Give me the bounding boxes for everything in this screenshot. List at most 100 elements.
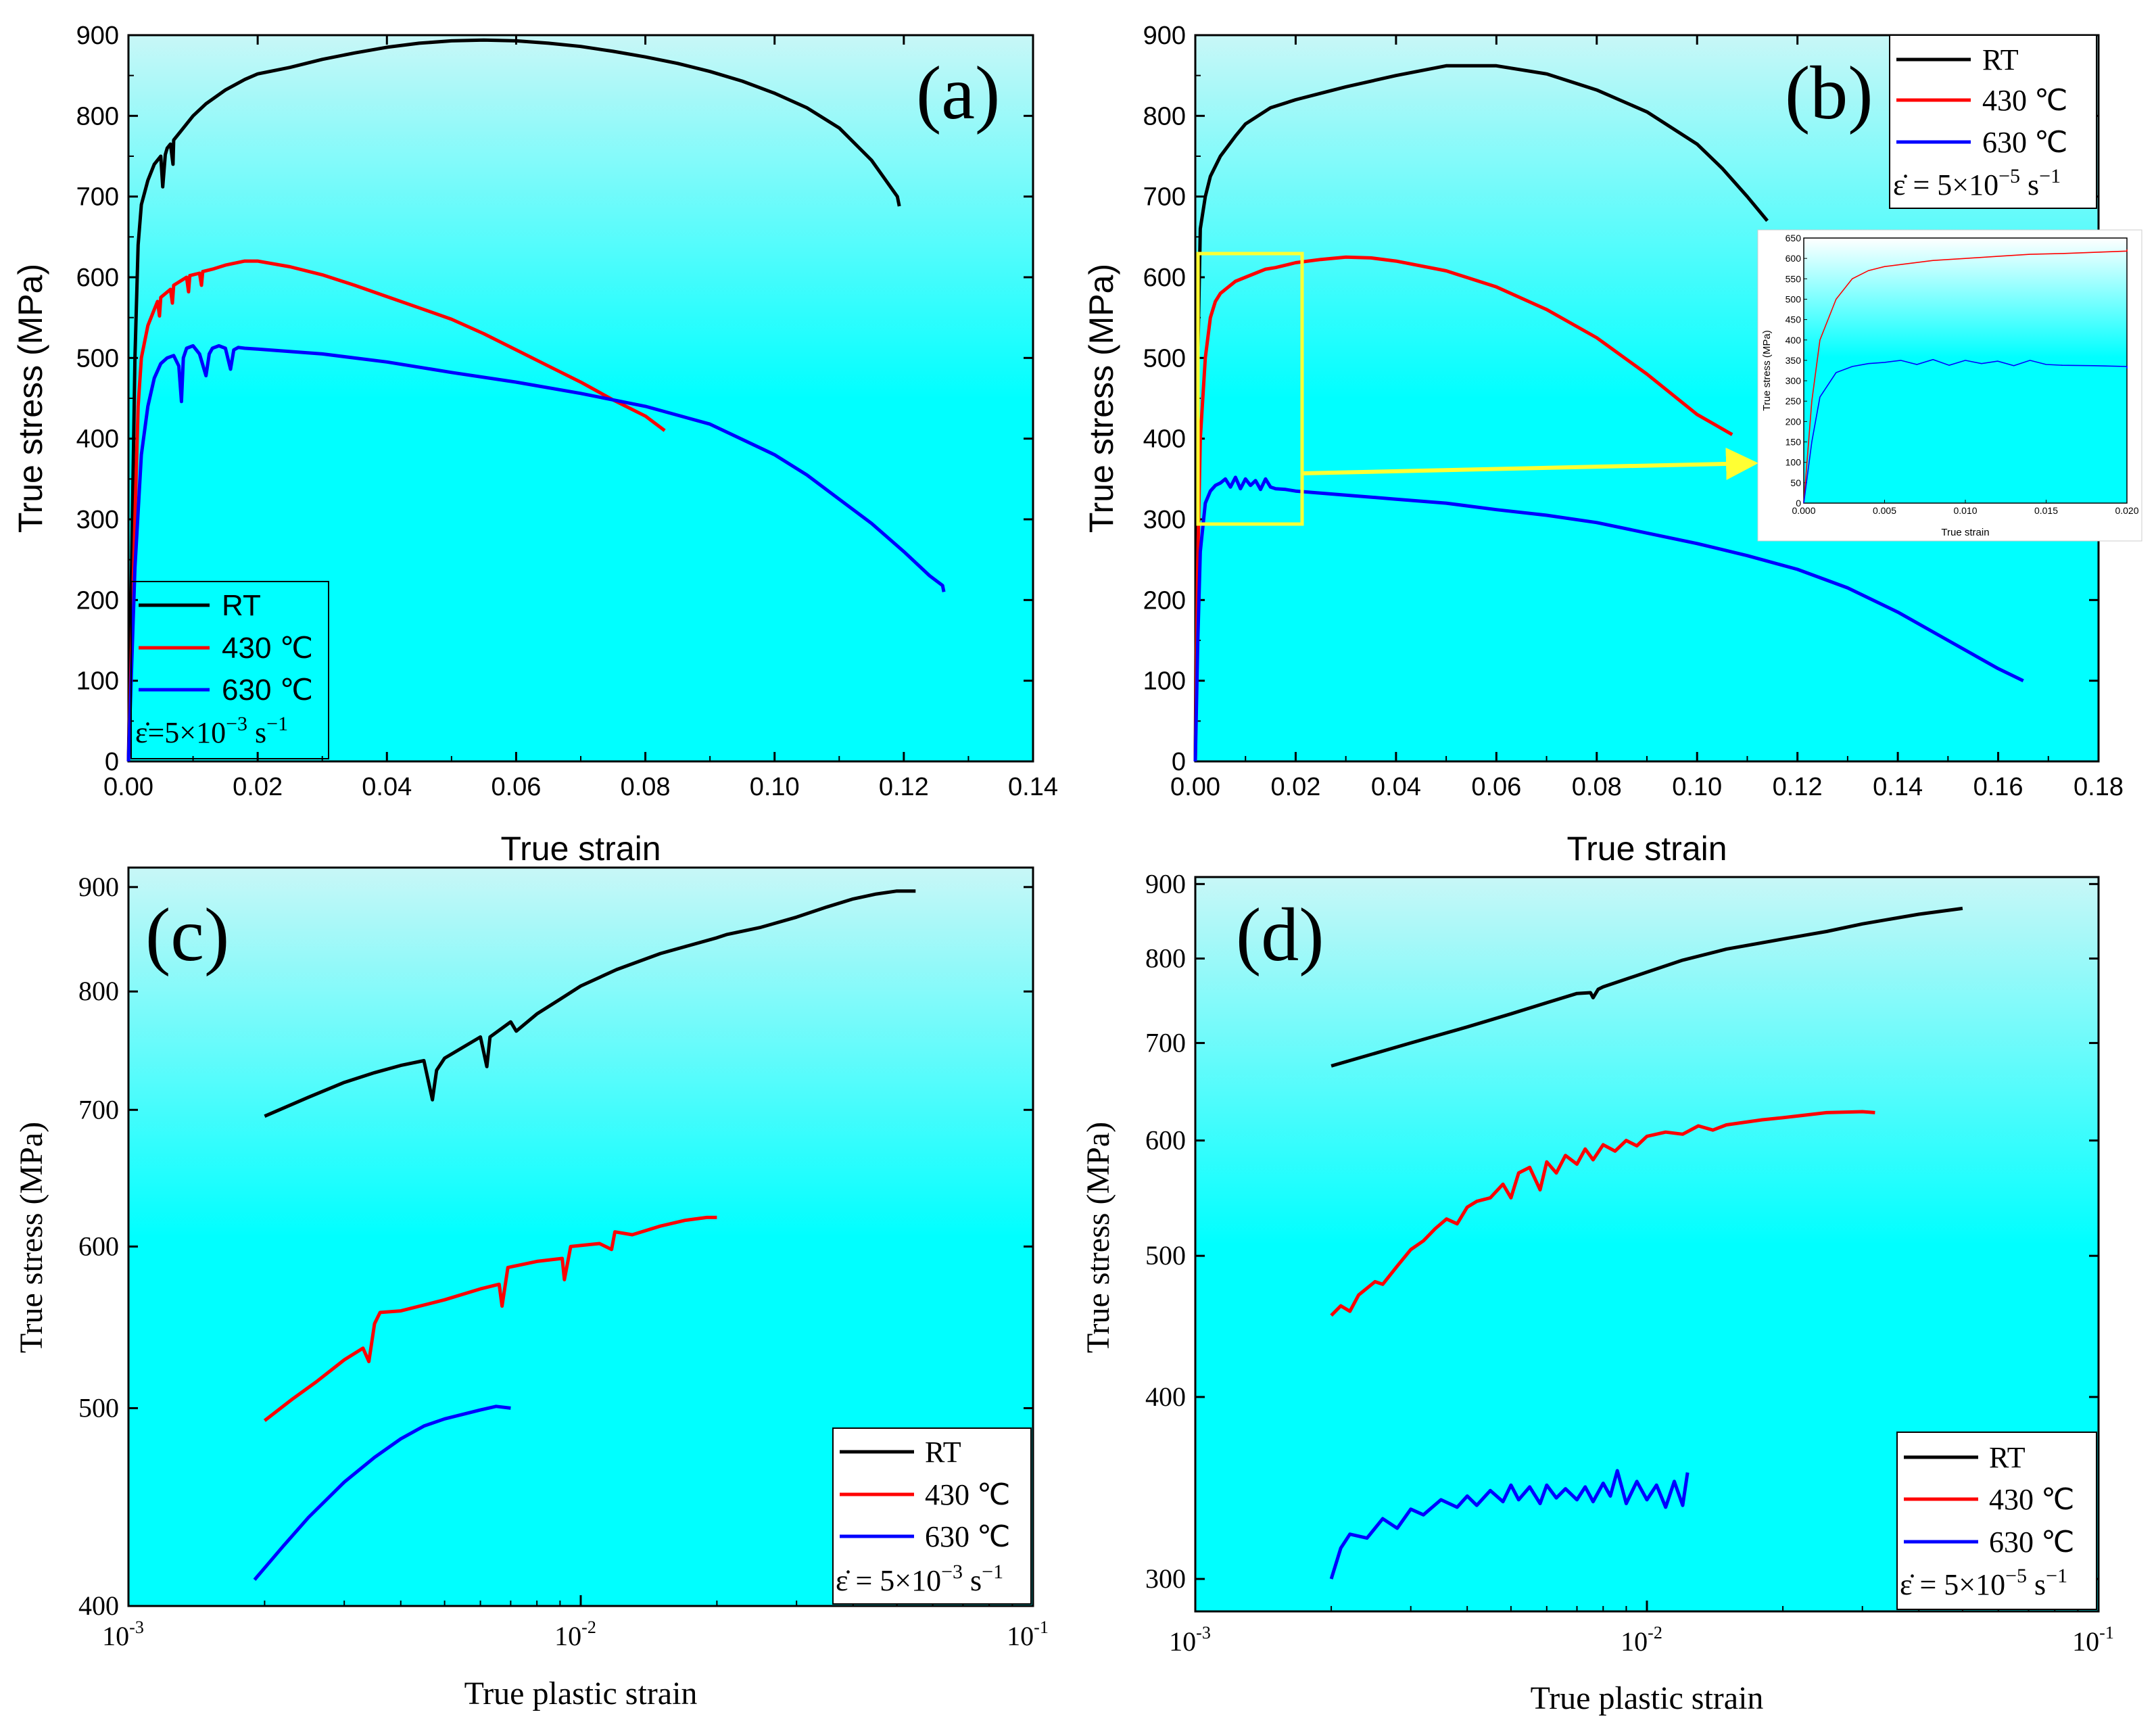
- legend-d: RT 430 ℃ 630 ℃ ε̇ = 5×10−5 s−1: [1896, 1432, 2097, 1610]
- x-tick-label: 0.18: [2074, 773, 2124, 801]
- y-tick-label: 400: [1145, 1381, 1186, 1412]
- series-line-t630: [126, 344, 946, 762]
- y-tick-label: 700: [76, 183, 119, 212]
- y-tick-label: 700: [1143, 183, 1186, 212]
- inset-y-tick-label: 550: [1786, 273, 1802, 284]
- series-b: [1193, 64, 2024, 762]
- legend-label-rt-c: RT: [925, 1436, 961, 1469]
- panel-label-c: (c): [145, 893, 229, 977]
- x-tick-label: 0.00: [103, 773, 153, 801]
- x-tick-label: 0.12: [1773, 773, 1823, 801]
- y-tick-label: 800: [1143, 102, 1186, 131]
- x-tick-label: 10-2: [1621, 1623, 1662, 1657]
- panel-d: 300 400 500 600 700 800 900 10-3 10-2 10-1 (d) T…: [1080, 868, 2114, 1716]
- plot-area-a: [127, 34, 1034, 763]
- y-tick-label: 500: [1143, 344, 1186, 373]
- panel-c: 400 500 600 700 800 900 10-3 10-2 10-1 (c) True…: [14, 866, 1049, 1711]
- x-tick-label: 0.10: [750, 773, 800, 801]
- legend-box-d: [1896, 1432, 2097, 1610]
- y-tick-label: 800: [76, 102, 119, 131]
- y-tick-label: 300: [76, 506, 119, 534]
- series-line-rt: [264, 889, 916, 1118]
- inset-series-line-t630: [1803, 358, 2128, 504]
- y-axis-title-b: True stress (MPa): [1082, 264, 1120, 533]
- inset-y-tick-label: 0: [1796, 498, 1801, 509]
- y-tick-label: 600: [1145, 1125, 1186, 1156]
- inset-y-tick-label: 450: [1786, 314, 1802, 325]
- y-ticks-a: 0 100 200 300 400 500 600 700 800 900: [76, 22, 1033, 776]
- y-tick-label: 200: [1143, 586, 1186, 615]
- legend-a: RT 430 ℃ 630 ℃ ε̇=5×10−3 s−1: [130, 581, 329, 759]
- panel-label-d: (d): [1236, 893, 1324, 977]
- series-line-rt: [126, 38, 901, 762]
- y-ticks-c: 400 500 600 700 800 900: [78, 872, 1033, 1621]
- x-tick-label: 0.02: [233, 773, 283, 801]
- y-tick-label: 500: [78, 1392, 119, 1423]
- y-tick-label: 900: [78, 872, 119, 902]
- x-tick-label: 0.08: [621, 773, 671, 801]
- legend-box-a: [130, 581, 329, 759]
- inset-plot-area: [1803, 237, 2128, 504]
- inset-x-axis-title: True strain: [1941, 527, 1989, 538]
- x-tick-label: 0.08: [1572, 773, 1622, 801]
- legend-label-rt-a: RT: [222, 589, 261, 622]
- x-tick-label: 10-1: [1007, 1617, 1049, 1651]
- x-axis-title-c: True plastic strain: [464, 1676, 698, 1711]
- x-axis-title-d: True plastic strain: [1531, 1680, 1764, 1716]
- inset-x-tick-label: 0.020: [2115, 505, 2138, 516]
- legend-label-430-d: 430 ℃: [1989, 1483, 2074, 1516]
- legend-c: RT 430 ℃ 630 ℃ ε̇ = 5×10−3 s−1: [832, 1427, 1032, 1605]
- x-tick-label: 0.04: [1371, 773, 1421, 801]
- zoom-callout-arrow: [1301, 447, 1758, 480]
- x-ticks-c: 10-3 10-2 10-1: [102, 1595, 1049, 1651]
- y-tick-label: 800: [1145, 943, 1186, 974]
- y-tick-label: 600: [78, 1231, 119, 1261]
- strain-rate-label-c: ε̇ = 5×10−3 s−1: [836, 1561, 1003, 1597]
- inset-ticks: 0 50 100 150 200 250 300 350 400 450 500 550 600 650 0…: [1786, 233, 2139, 516]
- inset-y-tick-label: 150: [1786, 437, 1802, 448]
- strain-rate-label-b: ε̇ = 5×10−5 s−1: [1893, 165, 2061, 202]
- y-tick-label: 300: [1143, 506, 1186, 534]
- inset-y-tick-label: 300: [1786, 375, 1802, 386]
- legend-label-rt-d: RT: [1989, 1441, 2026, 1474]
- x-tick-label: 0.00: [1170, 773, 1220, 801]
- inset-series: [1803, 249, 2128, 504]
- inset-y-tick-label: 400: [1786, 335, 1802, 346]
- x-tick-label: 0.02: [1270, 773, 1320, 801]
- y-tick-label: 100: [76, 667, 119, 696]
- inset-y-tick-label: 50: [1790, 477, 1801, 488]
- strain-rate-label-a: ε̇=5×10−3 s−1: [135, 713, 288, 749]
- x-tick-label: 0.14: [1008, 773, 1058, 801]
- inset-b: 0 50 100 150 200 250 300 350 400 450 500 550 600 650 0…: [1757, 229, 2142, 542]
- legend-label-630-d: 630 ℃: [1989, 1526, 2074, 1559]
- x-axis-title-a: True strain: [500, 830, 661, 868]
- series-line-t630: [253, 1404, 511, 1581]
- inset-x-tick-label: 0.010: [1953, 505, 1977, 516]
- y-tick-label: 900: [1143, 22, 1186, 50]
- y-tick-label: 400: [78, 1590, 119, 1621]
- y-tick-label: 700: [78, 1094, 119, 1125]
- series-line-t630: [1329, 1469, 1690, 1580]
- y-axis-title-a: True stress (MPa): [11, 264, 49, 533]
- series-d: [1329, 906, 1963, 1580]
- y-tick-label: 900: [1145, 868, 1186, 899]
- legend-label-630-c: 630 ℃: [925, 1520, 1010, 1553]
- x-tick-label: 0.06: [491, 773, 541, 801]
- panel-label-a: (a): [916, 51, 1000, 135]
- inset-y-tick-label: 350: [1786, 355, 1802, 366]
- series-line-rt: [1331, 906, 1963, 1068]
- legend-label-630-a: 630 ℃: [222, 674, 313, 707]
- y-axis-title-c: True stress (MPa): [14, 1122, 49, 1353]
- inset-series-line-t430: [1803, 249, 2128, 504]
- legend-label-430-b: 430 ℃: [1982, 84, 2067, 117]
- inset-y-axis-title: True stress (MPa): [1761, 330, 1773, 410]
- x-tick-label: 10-1: [2072, 1623, 2114, 1657]
- x-tick-label: 0.04: [362, 773, 412, 801]
- x-tick-label: 10-3: [1169, 1623, 1211, 1657]
- inset-y-tick-label: 200: [1786, 416, 1802, 427]
- inset-x-tick-label: 0.005: [1873, 505, 1896, 516]
- y-tick-label: 0: [1172, 748, 1186, 776]
- y-ticks-d: 300 400 500 600 700 800 900: [1145, 868, 2099, 1594]
- y-tick-label: 400: [1143, 425, 1186, 454]
